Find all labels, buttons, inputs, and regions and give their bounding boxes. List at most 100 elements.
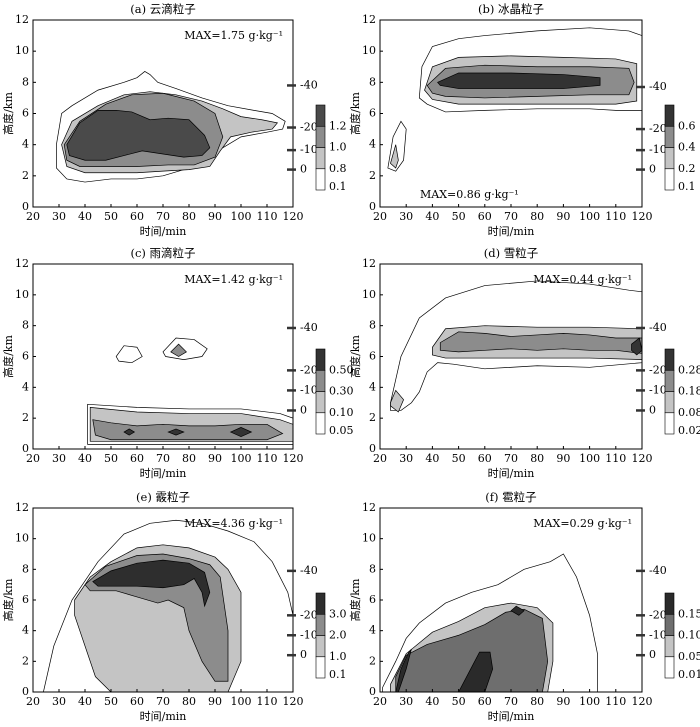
colorbar-label: 0.10 [678,629,700,642]
x-tick-label: 30 [399,695,413,708]
x-tick-label: 110 [605,452,626,465]
y-tick-label: 12 [15,257,29,270]
colorbar-label: 1.2 [329,119,347,132]
x-tick-label: 60 [478,210,492,223]
x-tick-label: 30 [52,210,66,223]
colorbar-band [315,412,326,435]
colorbar-label: 0.1 [678,180,696,193]
y-tick-label: 8 [369,75,376,88]
y-tick-label: 2 [369,654,376,667]
y-tick-label: 10 [15,44,29,57]
temperature-label: -10 [649,383,667,396]
contour-region [510,605,525,616]
colorbar-label: 0.1 [329,668,347,681]
y-tick-label: 4 [22,138,29,151]
chart-title: (c) 雨滴粒子 [130,246,195,260]
x-tick-label: 60 [130,695,144,708]
x-tick-label: 70 [504,695,518,708]
y-tick-label: 6 [22,107,29,120]
temperature-label: -10 [300,628,318,641]
x-tick-label: 120 [632,695,653,708]
temperature-label: -10 [300,383,318,396]
colorbar-band [664,369,675,392]
temperature-label: 0 [649,403,656,416]
y-tick-label: 4 [369,380,376,393]
contour-region [390,144,399,169]
colorbar-label: 0.2 [678,162,696,175]
temperature-label: -10 [300,143,318,156]
temperature-label: -40 [649,80,667,93]
x-tick-label: 70 [504,210,518,223]
colorbar-band [664,592,675,615]
y-tick-label: 8 [22,319,29,332]
temperature-label: -20 [300,363,318,376]
y-tick-label: 4 [22,624,29,637]
x-tick-label: 90 [556,210,570,223]
x-tick-label: 50 [104,452,118,465]
x-tick-label: 20 [373,210,387,223]
contour-region [115,345,143,364]
x-tick-label: 70 [504,452,518,465]
temperature-label: -20 [649,608,667,621]
contour-region [631,337,643,356]
colorbar-label: 0.28 [678,363,700,376]
colorbar-band [315,391,326,414]
y-tick-label: 4 [369,624,376,637]
colorbar-label: 1.0 [329,141,347,154]
y-tick-label: 0 [22,200,29,213]
colorbar-band [664,635,675,658]
chart-title: (d) 雪粒子 [484,246,539,260]
x-tick-label: 20 [373,695,387,708]
chart-title: (a) 云滴粒子 [130,2,195,16]
x-tick-label: 100 [231,210,252,223]
colorbar-band [315,104,326,127]
x-tick-label: 80 [530,695,544,708]
x-tick-label: 100 [231,452,252,465]
panel: 20 30 40 50 60 70 80 90 100 110 120 0 2 4 6 8 10 12 时间/min… [1,246,354,480]
colorbar-label: 0.01 [678,668,700,681]
y-tick-label: 12 [15,13,29,26]
y-tick-label: 2 [22,169,29,182]
colorbar-band [315,613,326,636]
max-annotation: MAX=0.86 g·kg⁻¹ [420,188,519,201]
y-tick-label: 10 [362,44,376,57]
x-tick-label: 40 [425,210,439,223]
x-tick-label: 50 [452,695,466,708]
x-tick-label: 100 [231,695,252,708]
x-tick-label: 20 [26,452,40,465]
y-tick-label: 12 [362,13,376,26]
x-tick-label: 90 [208,452,222,465]
contour-region [66,110,211,161]
colorbar-band [664,412,675,435]
y-tick-label: 2 [22,411,29,424]
x-tick-label: 20 [26,695,40,708]
contour-region [229,427,253,438]
y-tick-label: 12 [362,501,376,514]
colorbar-label: 0.8 [329,162,347,175]
x-tick-label: 100 [579,210,600,223]
y-axis-label: 高度/km [1,92,15,135]
colorbar-band [664,168,675,191]
colorbar-label: 0.1 [329,180,347,193]
x-tick-label: 120 [283,210,304,223]
y-tick-label: 6 [22,350,29,363]
colorbar-label: 0.08 [678,406,700,419]
max-annotation: MAX=0.44 g·kg⁻¹ [533,273,632,286]
colorbar-band [664,147,675,170]
x-tick-label: 90 [208,695,222,708]
x-tick-label: 120 [632,210,653,223]
colorbar-band [664,391,675,414]
y-tick-label: 8 [22,562,29,575]
temperature-label: -40 [300,564,318,577]
x-tick-label: 120 [632,452,653,465]
y-tick-label: 10 [15,532,29,545]
x-tick-label: 100 [579,452,600,465]
x-axis-label: 时间/min [488,225,535,238]
max-annotation: MAX=4.36 g·kg⁻¹ [184,517,283,530]
x-tick-label: 90 [556,452,570,465]
temperature-label: -20 [649,122,667,135]
temperature-label: 0 [649,163,656,176]
x-tick-label: 20 [26,210,40,223]
temperature-label: 0 [300,403,307,416]
panel: 20 30 40 50 60 70 80 90 100 110 120 0 2 4 6 8 10 12 时间/min… [1,490,347,723]
